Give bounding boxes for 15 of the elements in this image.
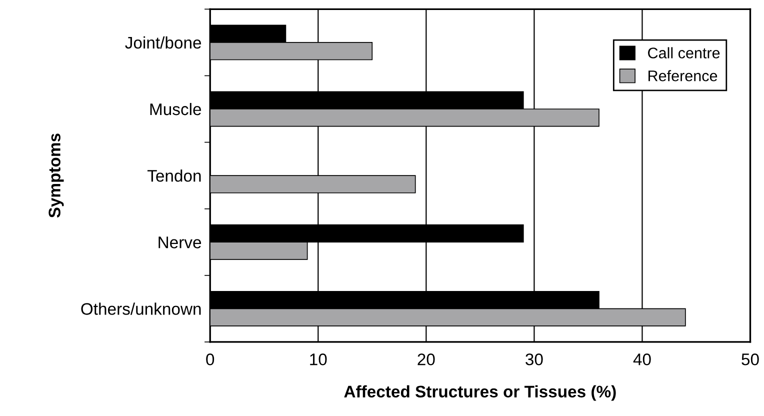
legend-label: Reference bbox=[648, 70, 718, 82]
y-tick-label: Nerve bbox=[158, 236, 202, 248]
y-tick-label: Others/unknown bbox=[81, 302, 201, 315]
y-tick-label: Joint/bone bbox=[125, 36, 202, 49]
y-tick-label: Muscle bbox=[150, 102, 202, 116]
y-tick-label: Tendon bbox=[147, 170, 201, 182]
x-tick-label: 30 bbox=[526, 354, 543, 366]
x-axis-title: Affected Structures or Tissues (%) bbox=[344, 385, 616, 401]
x-tick-label: 20 bbox=[418, 354, 435, 366]
x-tick-label: 40 bbox=[633, 354, 651, 366]
x-tick-label: 0 bbox=[206, 354, 214, 366]
x-tick-label: 50 bbox=[742, 354, 759, 366]
y-axis-title: Symptoms bbox=[48, 134, 64, 218]
x-tick-label: 10 bbox=[310, 354, 327, 366]
legend-label: Call centre bbox=[648, 47, 720, 58]
